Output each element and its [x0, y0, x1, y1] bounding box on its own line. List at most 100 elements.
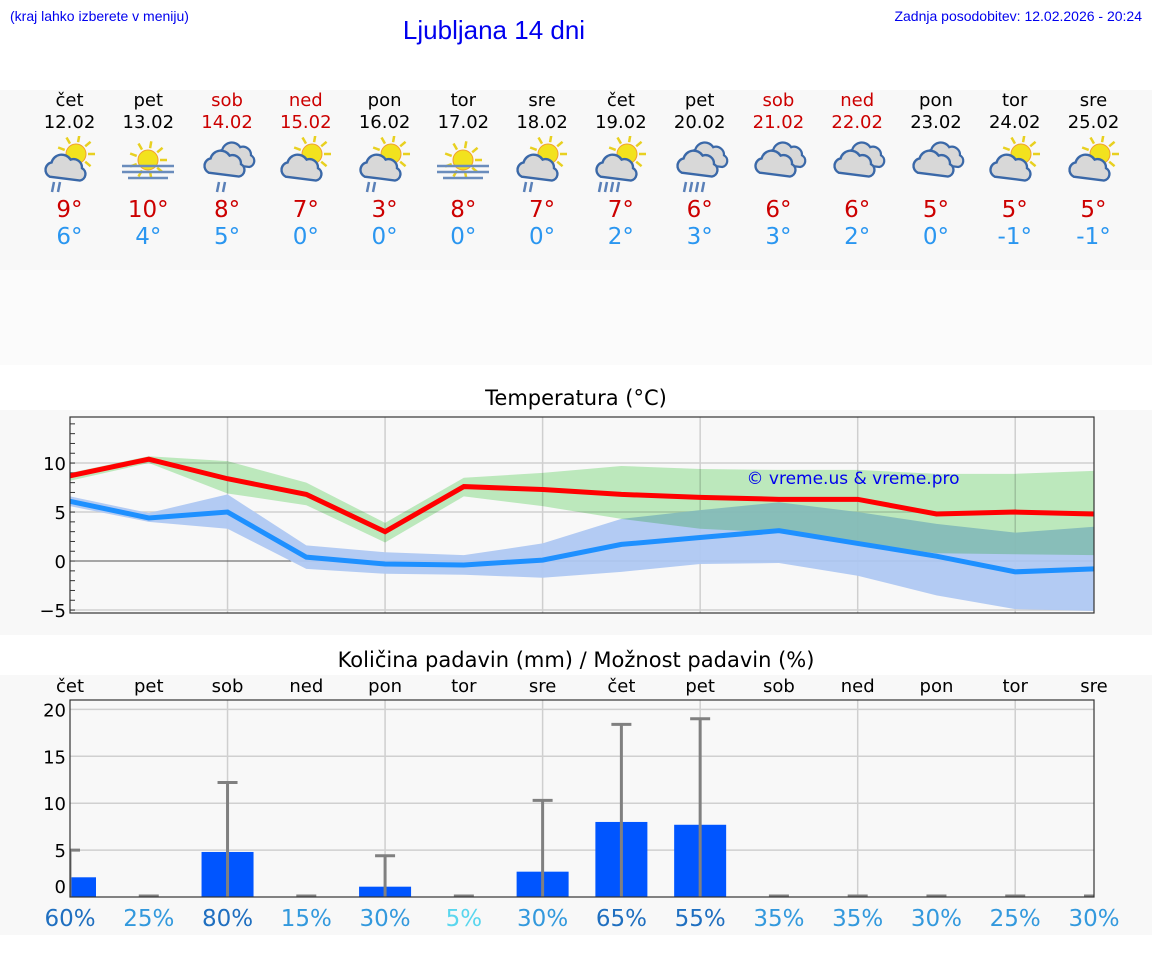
day-date: 24.02: [988, 112, 1041, 133]
max-temperature: 10°: [127, 197, 169, 223]
day-name: ned: [288, 90, 323, 111]
max-temperature: 6°: [765, 197, 792, 223]
temperature-chart-title: Temperatura (°C): [485, 386, 667, 410]
precipitation-probability: 30%: [517, 906, 568, 932]
day-name: pet: [684, 90, 715, 111]
spacer: [0, 270, 1152, 365]
day-label: ned: [289, 676, 323, 697]
day-name: sob: [211, 90, 243, 111]
precipitation-probability: 35%: [832, 906, 883, 932]
temperature-chart-panel: −5 0 5 10 © vreme.us & vreme.pro: [0, 410, 1152, 635]
cloudy-icon: [912, 141, 965, 178]
min-temperature: 0°: [922, 224, 950, 250]
precipitation-probability: 55%: [675, 906, 726, 932]
day-name: sre: [1079, 90, 1108, 111]
partly-cloudy-icon: [1067, 136, 1119, 182]
day-forecast: tor 24.02 5° -1°: [975, 90, 1054, 250]
precipitation-probability: 25%: [990, 906, 1041, 932]
y-tick-label: 20: [43, 700, 66, 721]
day-forecast: pet 13.02 10° 4°: [109, 90, 188, 250]
day-forecast: sre 25.02 5° -1°: [1054, 90, 1133, 250]
temperature-chart: −5 0 5 10 © vreme.us & vreme.pro: [39, 416, 1095, 622]
y-tick-label: 5: [55, 503, 66, 524]
day-date: 21.02: [752, 112, 805, 133]
precipitation-probability: 15%: [281, 906, 332, 932]
day-date: 22.02: [831, 112, 883, 133]
min-temperature: 0°: [292, 224, 319, 250]
day-date: 18.02: [516, 112, 568, 133]
day-forecast: ned 22.02 6° 2°: [818, 90, 897, 250]
min-temperature: 0°: [450, 224, 477, 250]
day-forecast: pet 20.02 6° 3°: [660, 90, 739, 250]
day-name: pet: [133, 90, 164, 111]
precipitation-chart-title: Količina padavin (mm) / Možnost padavin …: [337, 648, 815, 672]
day-label: sre: [1080, 676, 1107, 697]
max-temperature: 8°: [213, 197, 241, 223]
precipitation-bar: [70, 877, 96, 897]
min-temperature: 5°: [213, 224, 241, 250]
precipitation-probability: 30%: [911, 906, 962, 932]
max-temperature: 3°: [371, 197, 398, 223]
precipitation-probability: 65%: [596, 906, 647, 932]
daily-forecast-strip: čet 12.02 9° 6° pet 13.02 10° 4° sob 14.02 8° 5° ned…: [0, 90, 1152, 270]
watermark: © vreme.us & vreme.pro: [746, 469, 959, 489]
day-forecast: pon 16.02 3° 0°: [345, 90, 424, 250]
y-tick-label: 10: [43, 794, 66, 815]
day-forecast: sob 21.02 6° 3°: [739, 90, 818, 250]
partly-cloudy-rain-icon: [358, 136, 410, 193]
day-name: pon: [919, 90, 953, 111]
day-date: 23.02: [910, 112, 962, 133]
y-tick-label: −5: [39, 601, 66, 622]
day-name: sob: [762, 90, 795, 111]
day-forecast: ned 15.02 7° 0°: [266, 90, 345, 250]
day-name: tor: [450, 90, 477, 111]
min-temperature: -1°: [997, 224, 1032, 250]
min-temperature: 3°: [765, 224, 792, 250]
plot-frame: [69, 699, 1095, 898]
sun-fog-icon: [437, 141, 490, 180]
day-name: čet: [55, 90, 84, 111]
precipitation-chart: 0 5 10 15 20 čet pet sob ned pon tor sre čet pet sob ne…: [43, 676, 1119, 932]
day-date: 16.02: [358, 112, 411, 133]
cloudy-icon: [754, 141, 807, 178]
min-temperature: 4°: [135, 224, 162, 250]
min-temperature: 3°: [686, 224, 713, 250]
partly-cloudy-rain-icon: [43, 136, 95, 193]
day-name: čet: [606, 90, 635, 111]
day-date: 15.02: [280, 112, 332, 133]
day-label: čet: [607, 676, 635, 697]
precipitation-probability: 5%: [446, 906, 483, 932]
partly-cloudy-heavy-rain-icon: [595, 136, 646, 193]
day-label: pet: [134, 676, 164, 697]
day-label: ned: [841, 676, 875, 697]
y-tick-label: 15: [43, 747, 66, 768]
precipitation-probability: 30%: [1068, 906, 1119, 932]
max-temperature: 8°: [450, 197, 477, 223]
day-label: sob: [212, 676, 244, 697]
day-name: pon: [367, 90, 402, 111]
day-date: 14.02: [201, 112, 253, 133]
min-temperature-line: [69, 498, 1095, 575]
precipitation-probability: 30%: [360, 906, 411, 932]
day-date: 12.02: [43, 112, 96, 133]
day-label: sre: [529, 676, 556, 697]
max-temperature: 5°: [1080, 197, 1107, 223]
last-updated: Zadnja posodobitev: 12.02.2026 - 20:24: [894, 8, 1142, 24]
day-name: tor: [1001, 90, 1028, 111]
precipitation-chart-panel: 0 5 10 15 20 čet pet sob ned pon tor sre čet pet sob ne…: [0, 675, 1152, 935]
y-tick-label: 5: [55, 841, 66, 862]
day-forecast: sob 14.02 8° 5°: [188, 90, 267, 250]
min-temperature: -1°: [1076, 224, 1111, 250]
min-temperature: 0°: [529, 224, 556, 250]
day-label: pon: [368, 676, 402, 697]
sun-fog-icon: [122, 141, 175, 180]
min-temperature: 2°: [607, 224, 634, 250]
max-temperature: 6°: [844, 197, 871, 223]
max-temperature: 9°: [56, 197, 83, 223]
min-temperature: 6°: [56, 224, 83, 250]
day-name: ned: [840, 90, 875, 111]
day-forecast: čet 12.02 9° 6°: [30, 90, 109, 250]
cloudy-heavy-rain-icon: [675, 141, 728, 193]
max-temperature: 6°: [686, 197, 713, 223]
min-temperature: 0°: [371, 224, 398, 250]
